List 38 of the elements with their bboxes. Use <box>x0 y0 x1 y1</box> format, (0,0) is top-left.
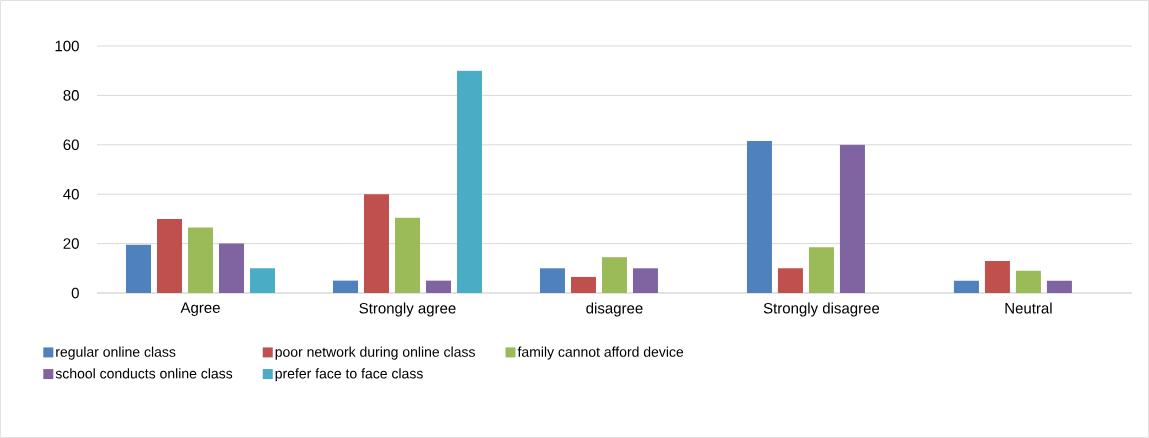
bar <box>777 268 803 293</box>
bar <box>126 244 151 293</box>
bar <box>632 268 658 293</box>
bar <box>332 280 358 293</box>
bar <box>808 247 834 293</box>
bar <box>984 260 1010 293</box>
legend-label: school conducts online class <box>55 368 233 379</box>
bar <box>250 268 275 293</box>
bar <box>219 243 245 293</box>
bar <box>1015 270 1041 293</box>
x-tick-label: Strongly disagree <box>763 302 880 317</box>
bar <box>539 268 565 293</box>
bar <box>839 144 865 293</box>
legend-label: prefer face to face class <box>275 368 423 382</box>
bar <box>394 217 420 293</box>
x-tick-label: Neutral <box>1005 302 1052 314</box>
bar <box>157 218 183 293</box>
y-tick-label: 80 <box>63 90 79 101</box>
bar <box>570 276 596 293</box>
y-tick-label: 60 <box>63 139 79 151</box>
bar <box>1046 280 1072 293</box>
y-tick-label: 40 <box>63 188 79 200</box>
legend-label: family cannot afford device <box>517 346 684 360</box>
bar <box>953 280 979 293</box>
legend-label: poor network during online class <box>275 346 475 360</box>
bar <box>363 194 389 293</box>
y-tick-label: 20 <box>63 238 79 249</box>
x-tick-label: Strongly agree <box>359 302 456 317</box>
bar <box>746 141 772 293</box>
bar <box>601 257 627 293</box>
bar <box>425 280 451 293</box>
legend-label: regular online class <box>56 346 176 360</box>
bar <box>188 227 213 293</box>
x-tick-label: Agree <box>180 302 220 316</box>
x-tick-label: disagree <box>586 302 643 317</box>
bar <box>456 70 482 293</box>
y-tick-label: 100 <box>55 40 79 52</box>
y-tick-label: 0 <box>71 287 79 299</box>
